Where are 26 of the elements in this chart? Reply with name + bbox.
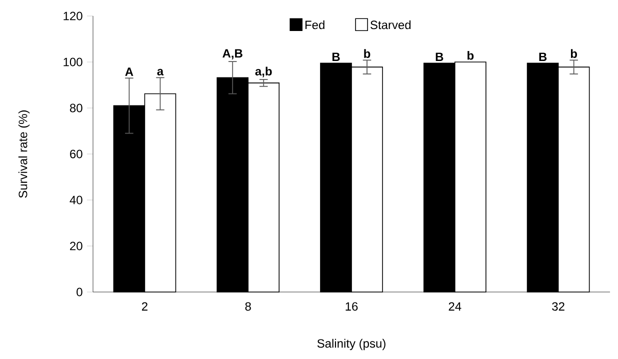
y-tick-label: 60 [70,150,82,158]
annotation: b [364,49,370,58]
annotation: b [468,50,474,60]
y-tick-label: 80 [70,104,82,112]
legend-label: Fed [305,20,324,30]
annotation: b [570,49,577,58]
annotation: a [157,68,164,76]
annotation: B [539,52,547,61]
x-tick-label: 24 [448,302,462,311]
y-tick-label: 40 [70,196,82,204]
annotation: A,B [222,49,242,60]
x-tick-label: 16 [346,302,358,311]
y-tick-label: 100 [64,58,82,66]
y-tick-label: 120 [64,12,82,20]
y-tick-label: 0 [76,288,82,296]
x-tick-label: 2 [142,302,148,311]
annotation: B [332,52,340,61]
annotation: A [125,68,134,76]
y-tick-label: 20 [70,242,82,250]
annotation: B [436,52,444,61]
annotation: a,b [255,66,272,78]
x-tick-label: 32 [552,302,564,311]
x-tick-label: 8 [245,302,251,311]
legend-label: Starved [370,20,411,30]
y-axis-title: Survival rate (%) [18,110,30,198]
x-axis-title: Salinity (psu) [317,338,386,350]
